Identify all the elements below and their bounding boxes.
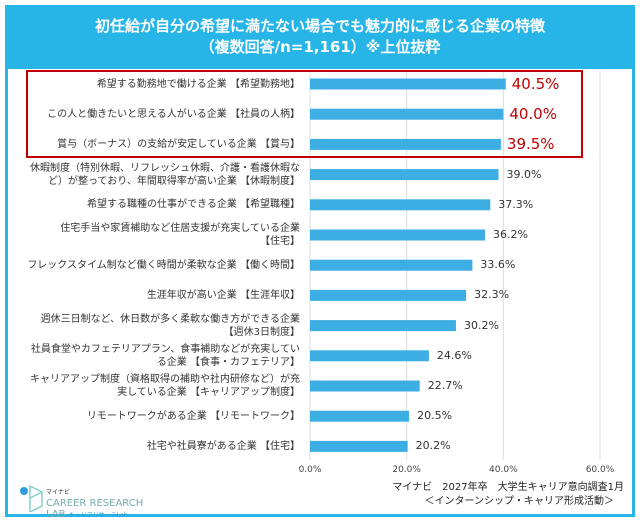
category-label: 社員食堂やカフェテリアプラン、食事補助などが充実してい る企業 【食事・カフェテリ…	[31, 343, 300, 369]
bar	[310, 380, 420, 392]
career-research-lab-logo-icon	[20, 484, 43, 512]
category-label-line: キャリアアップ制度（資格取得の補助や社内研修など）が充	[30, 374, 300, 385]
bar	[310, 108, 504, 120]
value-label: 22.7%	[427, 379, 463, 392]
source-note: マイナビ 2027年卒 大学生キャリア意向調査1月 ＜インターンシップ・キャリア…	[392, 481, 624, 509]
value-label: 36.2%	[492, 228, 528, 241]
category-label: リモートワークがある企業 【リモートワーク】	[87, 410, 300, 423]
value-label: 40.5%	[511, 75, 560, 93]
category-label-line: 社員食堂やカフェテリアプラン、食事補助などが充実してい	[30, 343, 300, 355]
chart-subtitle: （複数回答/n=1,161）※上位抜粋	[199, 38, 441, 56]
bar	[310, 320, 456, 332]
category-label-line: この人と働きたいと思える人がいる企業 【社員の人柄】	[47, 108, 300, 120]
value-label: 37.3%	[498, 197, 534, 211]
category-label: キャリアアップ制度（資格取得の補助や社内研修など）が充実している企業 【キャリア…	[30, 373, 300, 399]
source-line-2: ＜インターンシップ・キャリア形成活動＞	[424, 496, 615, 507]
bar	[310, 259, 473, 271]
category-label-line: 住宅手当や家賃補助など住居支援が充実している企業	[60, 223, 300, 234]
bar	[310, 229, 485, 241]
category-label: 社宅や社員寮がある企業 【住宅】	[147, 440, 300, 453]
bar	[310, 169, 499, 181]
category-label-line: 社宅や社員寮がある企業 【住宅】	[146, 440, 300, 452]
category-label-line: 休暇制度（特別休暇、リフレッシュ休暇、介護・看護休暇な	[30, 162, 300, 174]
value-label: 39.0%	[506, 167, 542, 181]
category-label-line: リモートワークがある企業 【リモートワーク】	[86, 410, 300, 422]
x-tick-label: 0.0%	[298, 465, 322, 475]
value-label: 33.6%	[480, 258, 516, 272]
category-label: フレックスタイム制など働く時間が柔軟な企業 【働く時間】	[27, 259, 300, 272]
category-label: 賞与（ボーナス）の支給が安定している企業 【賞与】	[57, 138, 300, 151]
bar	[310, 410, 410, 422]
highlight-box	[26, 70, 583, 158]
category-label-line: フレックスタイム制など働く時間が柔軟な企業 【働く時間】	[27, 259, 300, 271]
value-label: 40.0%	[509, 105, 557, 124]
value-label: 30.2%	[463, 318, 499, 332]
logo-brand: マイナビ	[46, 489, 70, 496]
category-label-line: 【週休3日制度】	[223, 326, 300, 338]
category-label-line: ど）が整っており、年間取得率が高い企業 【休暇制度】	[48, 175, 300, 187]
category-label-line: る企業 【食事・カフェテリア】	[156, 356, 300, 368]
value-label: 24.6%	[436, 348, 472, 362]
value-label: 20.5%	[417, 409, 453, 423]
logo-text: マイナビ CAREER RESEARCH LAB キャリアリサーチLab	[46, 487, 143, 521]
source-line-1: マイナビ 2027年卒 大学生キャリア意向調査1月	[392, 482, 624, 493]
x-tick-label: 40.0%	[489, 465, 518, 475]
category-label: 週休三日制など、休日数が多く柔軟な働き方ができる企業 【週休3日制度】	[41, 313, 300, 339]
category-label: 住宅手当や家賃補助など住居支援が充実している企業【住宅】	[60, 222, 300, 248]
x-tick-label: 60.0%	[585, 465, 615, 475]
category-label: 生涯年収が高い企業 【生涯年収】	[147, 289, 300, 302]
chart-title: 初任給が自分の希望に満たない場合でも魅力的に感じる企業の特徴	[94, 17, 545, 35]
category-label: 希望する勤務地で働ける企業 【希望勤務地】	[97, 78, 300, 91]
bar	[310, 289, 467, 301]
logo-sub: キャリアリサーチLab	[68, 512, 128, 519]
bar	[310, 350, 429, 362]
category-label-line: 週休三日制など、休日数が多く柔軟な働き方ができる企業	[40, 313, 300, 325]
category-label: この人と働きたいと思える人がいる企業 【社員の人柄】	[47, 108, 300, 121]
category-label-line: 希望する職種の仕事ができる企業 【希望職種】	[87, 199, 300, 211]
logo-name-2: LAB	[46, 509, 66, 520]
value-label: 32.3%	[474, 288, 510, 302]
chart-header: 初任給が自分の希望に満たない場合でも魅力的に感じる企業の特徴 （複数回答/n=1…	[5, 5, 635, 69]
bar	[310, 78, 506, 90]
logo-name-1: CAREER RESEARCH	[46, 498, 144, 509]
bar	[310, 138, 501, 150]
bar	[310, 199, 491, 211]
value-label: 39.5%	[506, 135, 555, 154]
category-label-line: 賞与（ボーナス）の支給が安定している企業 【賞与】	[57, 138, 300, 150]
bar	[310, 440, 408, 452]
category-label: 休暇制度（特別休暇、リフレッシュ休暇、介護・看護休暇な ど）が整っており、年間取得…	[30, 162, 300, 188]
x-tick-label: 20.0%	[392, 465, 421, 475]
category-label-line: 希望する勤務地で働ける企業 【希望勤務地】	[96, 78, 300, 90]
category-label: 希望する職種の仕事ができる企業 【希望職種】	[87, 198, 300, 211]
category-label-line: 実している企業 【キャリアアップ制度】	[117, 387, 300, 398]
value-label: 20.2%	[415, 439, 451, 453]
category-label-line: 生涯年収が高い企業 【生涯年収】	[146, 289, 300, 301]
category-label-line: 【住宅】	[260, 236, 300, 247]
